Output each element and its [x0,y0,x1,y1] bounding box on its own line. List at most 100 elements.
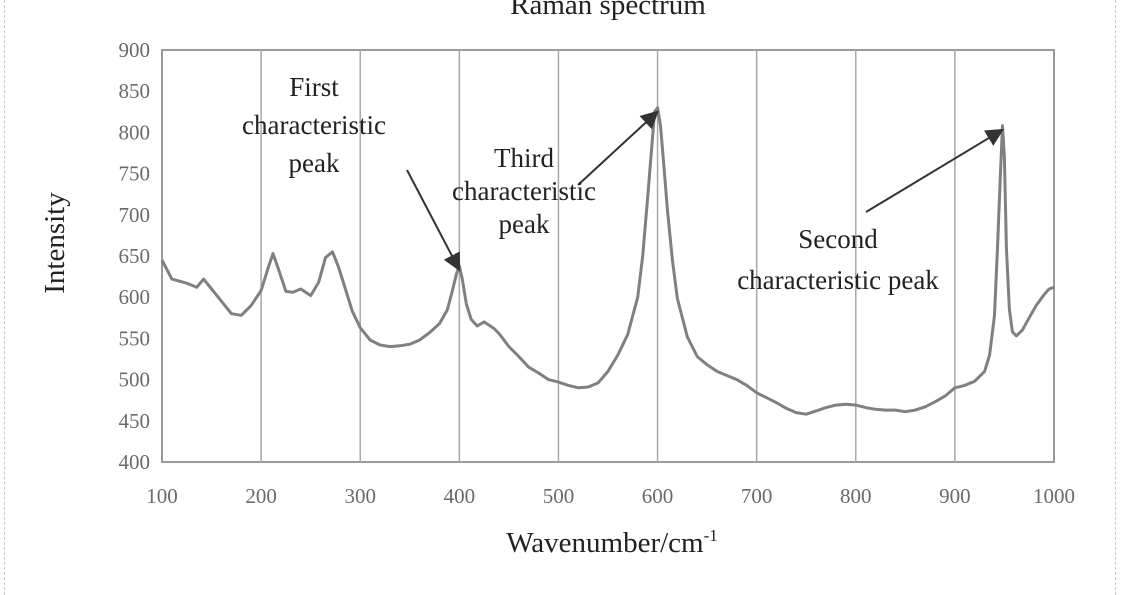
spectrum-point [934,401,935,402]
spectrum-point [1006,247,1007,248]
spectrum-point [325,257,326,258]
y-tick-label: 500 [119,368,151,392]
spectrum-point [300,288,301,289]
spectrum-point [895,409,896,410]
spectrum-point [1000,171,1001,172]
spectrum-point [352,311,353,312]
spectrum-point [944,395,945,396]
spectrum-point [241,315,242,316]
spectrum-point [429,332,430,333]
spectrum-point [285,291,286,292]
annotation-label: characteristic [452,176,596,206]
spectrum-point [915,409,916,410]
spectrum-point [651,148,652,149]
spectrum-point [736,379,737,380]
annotation-label: characteristic peak [737,265,939,295]
spectrum-point [518,356,519,357]
y-tick-label: 600 [119,285,151,309]
spectrum-point [161,260,162,261]
spectrum-point [925,406,926,407]
spectrum-point [292,292,293,293]
spectrum-point [1022,330,1023,331]
spectrum-point [447,309,448,310]
spectrum-point [221,301,222,302]
spectrum-point [267,268,268,269]
spectrum-point [716,371,717,372]
spectrum-point [462,278,463,279]
y-tick-label: 750 [119,162,151,186]
spectrum-point [954,387,955,388]
spectrum-point [654,111,655,112]
spectrum-point [989,354,990,355]
x-tick-label: 1000 [1033,484,1075,508]
y-axis-label: Intensity [39,192,71,294]
spectrum-point [558,381,559,382]
spectrum-point [964,385,965,386]
x-tick-label: 100 [146,484,178,508]
spectrum-point [196,287,197,288]
x-tick-label: 600 [642,484,674,508]
spectrum-point [687,336,688,337]
y-axis-ticks: 400450500550600650700750800850900 [119,38,151,474]
spectrum-point [1043,294,1044,295]
spectrum-point [452,290,453,291]
spectrum-point [1002,125,1003,126]
y-tick-label: 850 [119,79,151,103]
spectrum-point [766,397,767,398]
spectrum-point [203,278,204,279]
spectrum-point [186,283,187,284]
spectrum-point [278,270,279,271]
spectrum-point [697,356,698,357]
annotation-label: Third [494,143,554,173]
spectrum-point [756,392,757,393]
spectrum-point [607,371,608,372]
spectrum-point [439,323,440,324]
spectrum-point [663,161,664,162]
spectrum-point [627,334,628,335]
spectrum-point [667,210,668,211]
spectrum-point [855,405,856,406]
spectrum-point [672,260,673,261]
spectrum-point [707,364,708,365]
spectrum-point [548,379,549,380]
spectrum-point [1012,331,1013,332]
spectrum-point [865,407,866,408]
spectrum-point [786,408,787,409]
spectrum-point [318,282,319,283]
spectrum-point [456,274,457,275]
annotation-label: peak [289,148,340,178]
y-tick-label: 550 [119,326,151,350]
annotation-label: characteristic [242,110,386,140]
spectrum-point [816,410,817,411]
spectrum-point [1048,288,1049,289]
spectrum-point [677,298,678,299]
chart-title: Raman spectrum [510,0,706,21]
spectrum-point [1053,287,1054,288]
spectrum-point [1029,317,1030,318]
spectrum-point [370,339,371,340]
spectrum-point [1009,309,1010,310]
spectrum-point [484,321,485,322]
spectrum-point [231,313,232,314]
spectrum-point [310,295,311,296]
y-tick-label: 400 [119,450,151,474]
spectrum-point [466,303,467,304]
spectrum-point [171,278,172,279]
spectrum-point [379,344,380,345]
x-tick-label: 700 [741,484,773,508]
spectrum-point [508,346,509,347]
spectrum-point [588,386,589,387]
spectrum-point [637,297,638,298]
spectrum-point [776,402,777,403]
spectrum-point [338,266,339,267]
x-axis-ticks: 1002003004005006007008009001000 [146,484,1075,508]
spectrum-point [528,367,529,368]
y-tick-label: 700 [119,203,151,227]
annotation-label: First [289,72,339,102]
spectrum-point [642,255,643,256]
spectrum-point [647,198,648,199]
spectrum-point [984,371,985,372]
y-tick-label: 900 [119,38,151,62]
spectrum-point [251,305,252,306]
